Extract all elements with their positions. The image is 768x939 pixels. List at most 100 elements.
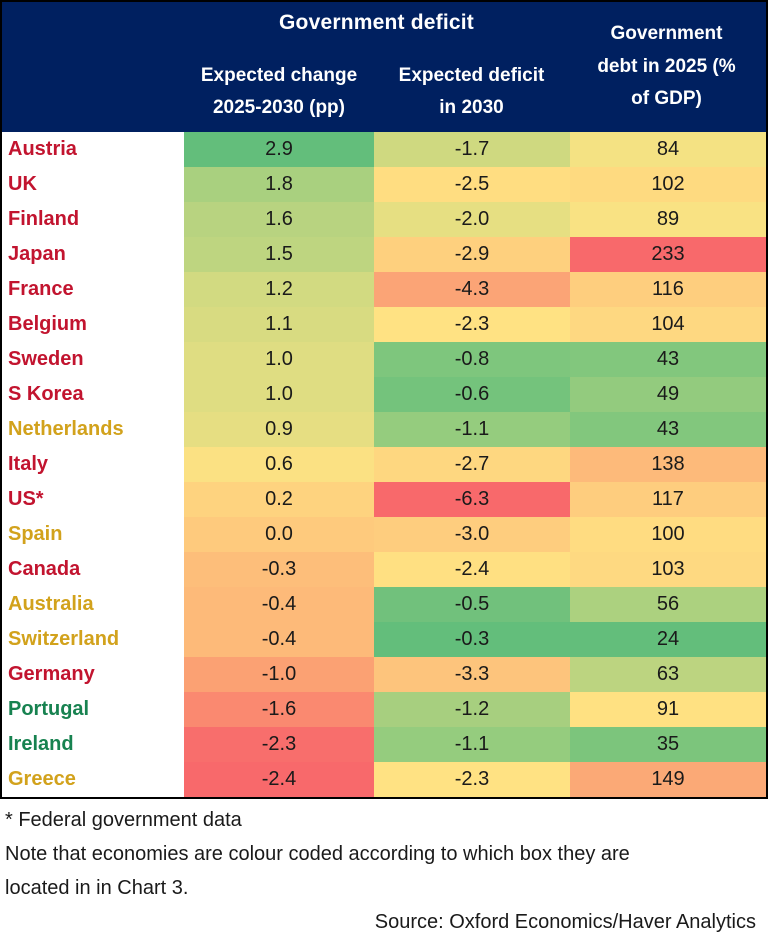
debt-cell: 89 <box>570 202 766 237</box>
footnote-federal-data: * Federal government data <box>5 809 242 831</box>
change-cell: 1.1 <box>184 307 374 342</box>
debt-cell: 43 <box>570 342 766 377</box>
change-cell: -2.3 <box>184 727 374 762</box>
country-label: Australia <box>2 587 184 622</box>
country-label: Greece <box>2 762 184 797</box>
change-cell: 2.9 <box>184 132 374 167</box>
debt-cell: 84 <box>570 132 766 167</box>
country-label: Sweden <box>2 342 184 377</box>
country-label: Portugal <box>2 692 184 727</box>
deficit-cell: -1.7 <box>374 132 570 167</box>
header-group-title: Government deficit <box>279 11 474 34</box>
table-row: Australia -0.4 -0.5 56 <box>2 587 766 622</box>
debt-cell: 149 <box>570 762 766 797</box>
table-row: Portugal -1.6 -1.2 91 <box>2 692 766 727</box>
deficit-cell: -2.7 <box>374 447 570 482</box>
table-row: Canada -0.3 -2.4 103 <box>2 552 766 587</box>
col-header-government-debt: Government debt in 2025 (% of GDP) <box>597 22 736 110</box>
country-label: Austria <box>2 132 184 167</box>
debt-cell: 100 <box>570 517 766 552</box>
header-deficit-group: Government deficit Expected change 2025-… <box>184 2 569 132</box>
country-label: Ireland <box>2 727 184 762</box>
table-row: France 1.2 -4.3 116 <box>2 272 766 307</box>
deficit-cell: -1.1 <box>374 412 570 447</box>
colour-coding-note: Note that economies are colour coded acc… <box>5 843 630 899</box>
header-corner-cell <box>2 2 184 132</box>
country-label: Canada <box>2 552 184 587</box>
country-label: S Korea <box>2 377 184 412</box>
change-cell: 0.0 <box>184 517 374 552</box>
deficit-cell: -2.5 <box>374 167 570 202</box>
debt-cell: 24 <box>570 622 766 657</box>
debt-cell: 104 <box>570 307 766 342</box>
table-row: US* 0.2 -6.3 117 <box>2 482 766 517</box>
table-row: Italy 0.6 -2.7 138 <box>2 447 766 482</box>
change-cell: -1.6 <box>184 692 374 727</box>
country-label: Spain <box>2 517 184 552</box>
debt-cell: 233 <box>570 237 766 272</box>
debt-cell: 49 <box>570 377 766 412</box>
table-row: S Korea 1.0 -0.6 49 <box>2 377 766 412</box>
header-subcolumns: Expected change 2025-2030 (pp) Expected … <box>184 60 569 125</box>
deficit-cell: -0.8 <box>374 342 570 377</box>
change-cell: 1.6 <box>184 202 374 237</box>
deficit-cell: -0.5 <box>374 587 570 622</box>
change-cell: -2.4 <box>184 762 374 797</box>
table-row: Austria 2.9 -1.7 84 <box>2 132 766 167</box>
source-attribution: Source: Oxford Economics/Haver Analytics <box>374 911 756 933</box>
table-row: Finland 1.6 -2.0 89 <box>2 202 766 237</box>
table-row: Japan 1.5 -2.9 233 <box>2 237 766 272</box>
change-cell: 1.8 <box>184 167 374 202</box>
deficit-cell: -2.9 <box>374 237 570 272</box>
country-label: US* <box>2 482 184 517</box>
table-row: UK 1.8 -2.5 102 <box>2 167 766 202</box>
change-cell: -0.4 <box>184 622 374 657</box>
deficit-cell: -0.3 <box>374 622 570 657</box>
table-header: Government deficit Expected change 2025-… <box>2 2 766 132</box>
change-cell: 1.0 <box>184 342 374 377</box>
deficit-cell: -6.3 <box>374 482 570 517</box>
debt-cell: 117 <box>570 482 766 517</box>
debt-cell: 63 <box>570 657 766 692</box>
deficit-cell: -3.3 <box>374 657 570 692</box>
change-cell: 0.2 <box>184 482 374 517</box>
debt-cell: 116 <box>570 272 766 307</box>
table-row: Greece -2.4 -2.3 149 <box>2 762 766 797</box>
debt-cell: 103 <box>570 552 766 587</box>
table-row: Spain 0.0 -3.0 100 <box>2 517 766 552</box>
change-cell: 0.9 <box>184 412 374 447</box>
change-cell: 1.5 <box>184 237 374 272</box>
deficit-cell: -2.0 <box>374 202 570 237</box>
change-cell: 1.2 <box>184 272 374 307</box>
table-row: Germany -1.0 -3.3 63 <box>2 657 766 692</box>
footnotes: * Federal government data Note that econ… <box>5 803 761 939</box>
deficit-cell: -2.3 <box>374 307 570 342</box>
change-cell: 0.6 <box>184 447 374 482</box>
debt-cell: 35 <box>570 727 766 762</box>
country-label: Germany <box>2 657 184 692</box>
debt-cell: 91 <box>570 692 766 727</box>
government-deficit-table: Government deficit Expected change 2025-… <box>0 0 768 799</box>
col-header-expected-change: Expected change 2025-2030 (pp) <box>200 64 358 119</box>
table-row: Netherlands 0.9 -1.1 43 <box>2 412 766 447</box>
table-row: Belgium 1.1 -2.3 104 <box>2 307 766 342</box>
change-cell: -1.0 <box>184 657 374 692</box>
table-row: Switzerland -0.4 -0.3 24 <box>2 622 766 657</box>
country-label: Netherlands <box>2 412 184 447</box>
country-label: France <box>2 272 184 307</box>
deficit-cell: -3.0 <box>374 517 570 552</box>
table-row: Ireland -2.3 -1.1 35 <box>2 727 766 762</box>
table-body: Austria 2.9 -1.7 84 UK 1.8 -2.5 102 Finland 1.6 -2… <box>2 132 766 797</box>
country-label: Finland <box>2 202 184 237</box>
change-cell: -0.3 <box>184 552 374 587</box>
change-cell: -0.4 <box>184 587 374 622</box>
country-label: Belgium <box>2 307 184 342</box>
change-cell: 1.0 <box>184 377 374 412</box>
deficit-cell: -1.2 <box>374 692 570 727</box>
debt-cell: 43 <box>570 412 766 447</box>
debt-cell: 138 <box>570 447 766 482</box>
deficit-cell: -1.1 <box>374 727 570 762</box>
debt-cell: 56 <box>570 587 766 622</box>
deficit-cell: -4.3 <box>374 272 570 307</box>
